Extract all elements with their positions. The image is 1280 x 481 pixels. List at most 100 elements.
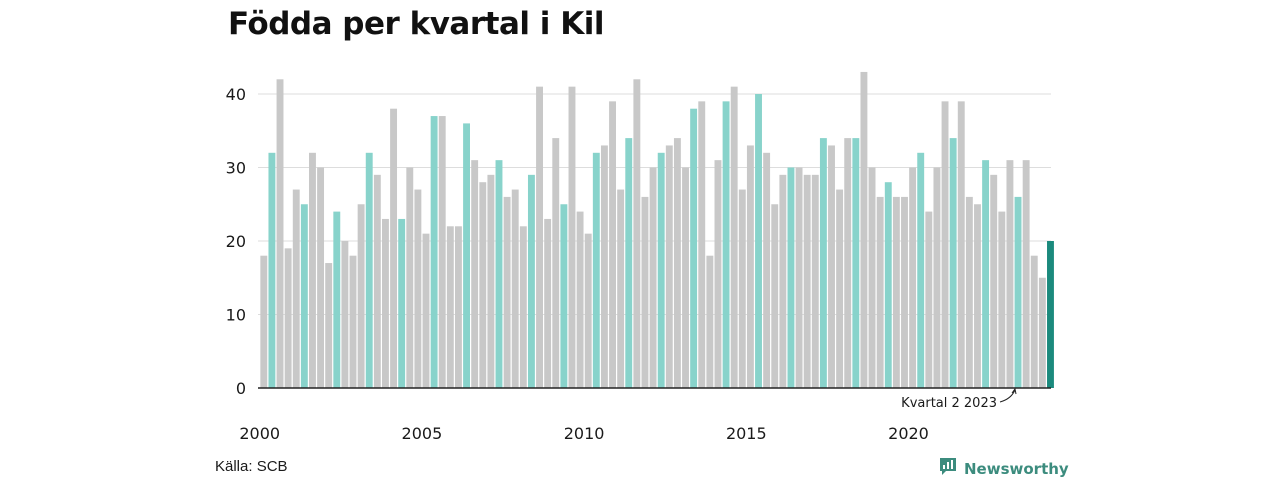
bar — [949, 138, 957, 388]
bar — [503, 196, 511, 388]
y-tick-label: 40 — [226, 85, 246, 104]
bar — [625, 138, 633, 388]
bar — [609, 101, 616, 388]
bar — [803, 174, 811, 388]
bar — [730, 86, 738, 389]
bar — [722, 101, 730, 388]
annotation: Kvartal 2 2023 — [901, 387, 1017, 411]
bar — [690, 108, 698, 388]
bar — [738, 189, 746, 388]
bar — [373, 174, 381, 388]
y-tick-label: 0 — [236, 379, 246, 398]
bar — [527, 174, 535, 388]
bar — [852, 138, 860, 388]
bar — [276, 79, 284, 389]
bar — [471, 160, 479, 388]
bar — [1006, 160, 1014, 388]
bar — [706, 255, 714, 388]
bar — [819, 138, 827, 388]
bar — [909, 167, 917, 388]
brand: Newsworthy — [938, 456, 1069, 481]
bar — [811, 174, 819, 388]
bar — [1014, 196, 1022, 388]
x-tick-label: 2015 — [726, 424, 767, 443]
bar — [349, 255, 357, 388]
bar-chart: 0 10 20 30 40 2000 2005 2010 2015 2020 Kvartal 2… — [226, 71, 1054, 443]
bar — [998, 211, 1006, 388]
axes: 2000 2005 2010 2015 2020 — [239, 387, 1051, 443]
bar — [787, 167, 795, 388]
bar — [438, 116, 446, 389]
bar — [876, 196, 884, 388]
chart-title: Födda per kvartal i Kil — [228, 6, 605, 42]
bar — [746, 145, 754, 388]
bar — [479, 182, 487, 388]
bar — [576, 211, 584, 388]
bar — [317, 167, 325, 388]
x-tick-label: 2005 — [402, 424, 443, 443]
bar — [341, 241, 349, 388]
bars — [260, 71, 1054, 389]
bar — [511, 189, 519, 388]
bar — [860, 71, 868, 388]
y-tick-label: 10 — [226, 306, 246, 325]
bar — [600, 145, 608, 388]
bar — [617, 189, 625, 388]
bar — [454, 226, 462, 388]
bar — [592, 152, 600, 388]
bar — [892, 196, 900, 388]
bar — [779, 174, 787, 388]
bar — [957, 101, 965, 388]
bar — [333, 211, 341, 388]
bar — [284, 248, 292, 388]
bar — [641, 196, 649, 388]
bar — [398, 218, 406, 388]
bar — [763, 152, 771, 388]
bar — [665, 145, 673, 388]
newsworthy-logo-icon — [938, 456, 958, 481]
bar — [446, 226, 454, 388]
bar — [828, 145, 835, 388]
bar — [633, 79, 641, 389]
bar — [698, 101, 706, 388]
bar — [357, 204, 365, 388]
bar — [292, 189, 300, 388]
annotation-arrow — [999, 387, 1017, 403]
bar — [771, 204, 779, 388]
bar — [795, 167, 803, 388]
bar — [901, 196, 908, 388]
bar — [682, 167, 689, 388]
bar — [430, 116, 438, 389]
bar — [268, 152, 276, 388]
source-label: Källa: SCB — [215, 458, 288, 475]
annotation-label: Kvartal 2 2023 — [901, 396, 997, 411]
bar — [925, 211, 933, 388]
bar — [260, 255, 268, 388]
bar — [965, 196, 973, 388]
bar — [982, 160, 990, 388]
bar — [868, 167, 876, 388]
bar — [325, 263, 333, 388]
bar — [552, 138, 560, 388]
bar — [495, 160, 503, 388]
bar — [422, 233, 430, 388]
x-tick-label: 2010 — [564, 424, 605, 443]
bar — [536, 86, 543, 389]
bar — [714, 160, 722, 388]
bar — [365, 152, 373, 388]
bar — [309, 152, 316, 388]
bar — [406, 167, 414, 388]
bar — [933, 167, 941, 388]
bar — [941, 101, 949, 388]
bar — [568, 86, 576, 389]
bar — [649, 167, 657, 388]
bar — [519, 226, 527, 388]
x-tick-label: 2020 — [888, 424, 929, 443]
bar — [884, 182, 892, 388]
bar — [1022, 160, 1030, 388]
y-tick-label: 30 — [226, 159, 246, 178]
bar — [974, 204, 981, 388]
bar — [990, 174, 998, 388]
bar — [1038, 277, 1046, 388]
bar — [1047, 241, 1054, 388]
